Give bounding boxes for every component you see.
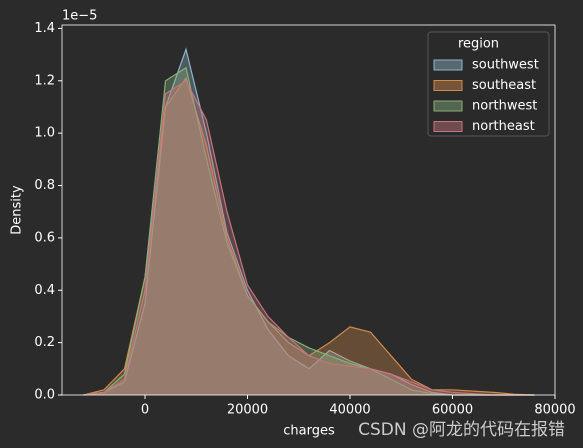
legend-label: southwest bbox=[472, 58, 539, 73]
x-axis-label: charges bbox=[283, 424, 335, 439]
x-tick-label: 80000 bbox=[534, 403, 575, 418]
y-tick-label: 0.2 bbox=[34, 335, 55, 350]
y-tick-label: 0.4 bbox=[34, 283, 55, 298]
density-area bbox=[83, 78, 535, 395]
density-area bbox=[83, 80, 535, 396]
density-area bbox=[83, 67, 535, 395]
y-tick-label: 1.0 bbox=[34, 126, 55, 141]
y-axis-label: Density bbox=[10, 185, 25, 235]
x-tick-label: 40000 bbox=[329, 403, 370, 418]
legend-label: southeast bbox=[472, 78, 536, 93]
y-tick-label: 0.8 bbox=[34, 178, 55, 193]
legend-swatch bbox=[433, 80, 463, 91]
legend-label: northeast bbox=[472, 119, 535, 134]
watermark: CSDN @阿龙的代码在报错 bbox=[358, 420, 565, 440]
legend-swatch bbox=[433, 121, 463, 132]
density-line bbox=[83, 79, 535, 396]
x-tick-label: 20000 bbox=[227, 403, 268, 418]
x-tick-label: 0 bbox=[141, 403, 149, 418]
legend: region southwest southeast northwest northea… bbox=[427, 31, 550, 137]
x-tick-label: 60000 bbox=[432, 403, 473, 418]
y-tick-label: 1.4 bbox=[34, 21, 55, 36]
y-tick-label: 0.6 bbox=[34, 230, 55, 245]
density-area bbox=[83, 49, 535, 396]
legend-label: northwest bbox=[472, 99, 537, 114]
legend-swatch bbox=[433, 100, 463, 112]
legend-title: region bbox=[458, 37, 499, 52]
legend-box bbox=[427, 31, 550, 137]
y-tick-label: 0.0 bbox=[34, 388, 55, 403]
legend-swatch bbox=[433, 59, 463, 71]
plot-frame bbox=[61, 24, 556, 396]
y-tick-label: 1.2 bbox=[34, 73, 55, 88]
y-offset-label: 1e−5 bbox=[62, 9, 97, 24]
